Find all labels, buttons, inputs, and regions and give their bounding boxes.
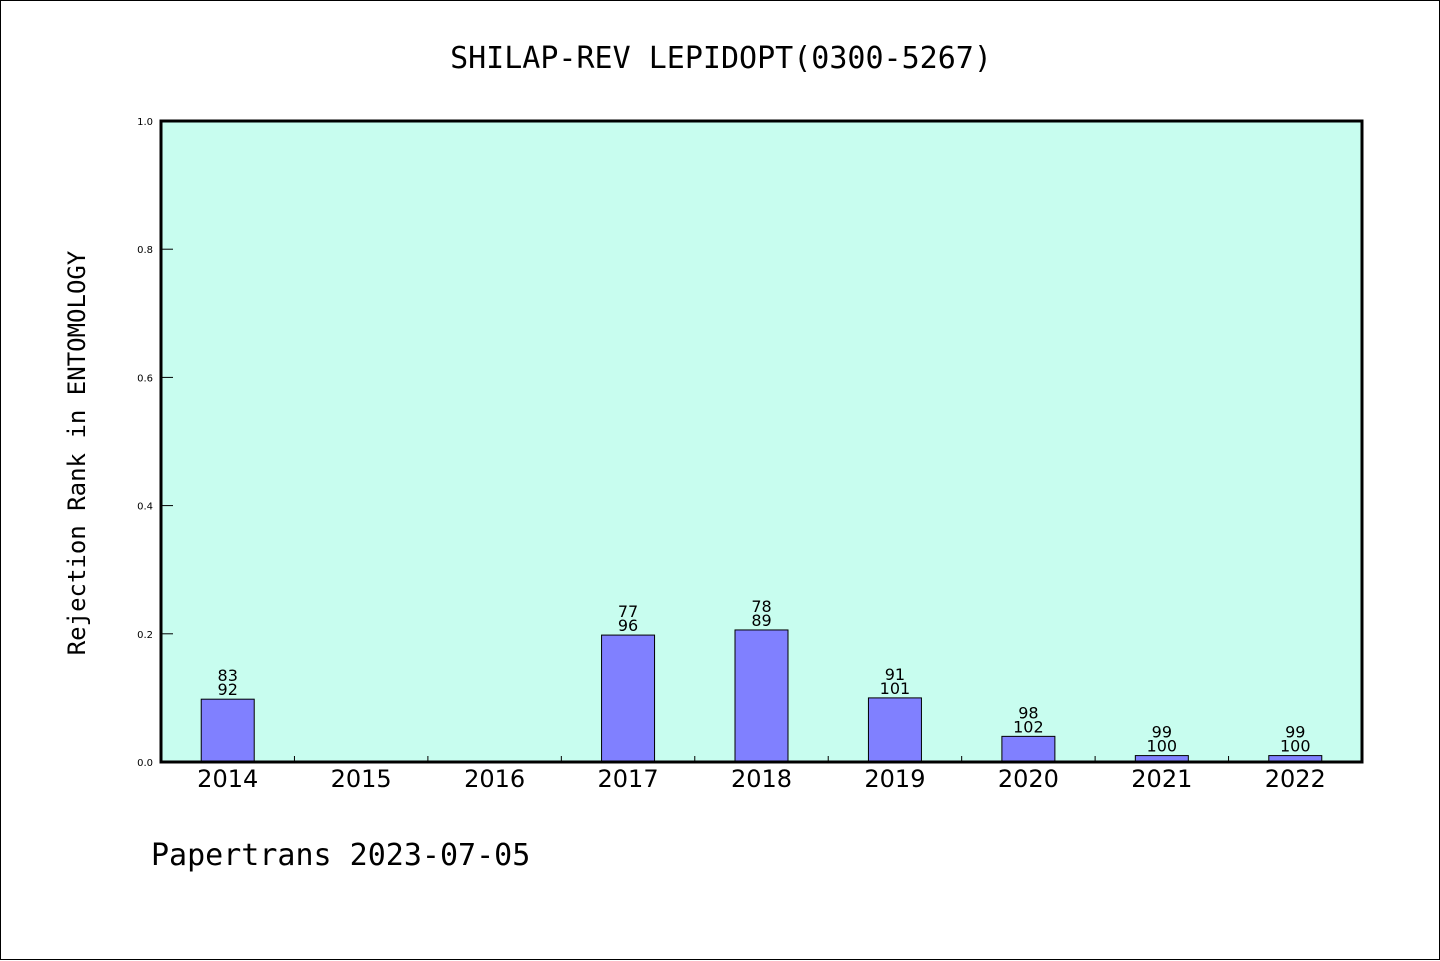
bar-2014 bbox=[200, 698, 255, 763]
bar-label-top: 98 bbox=[1018, 703, 1038, 722]
bar-label-top: 77 bbox=[618, 602, 638, 621]
y-tick-label: 0.2 bbox=[137, 630, 153, 641]
bar-2020 bbox=[1001, 735, 1056, 763]
y-tick-label: 0.8 bbox=[137, 245, 153, 256]
bar-label-bottom: 101 bbox=[880, 679, 911, 698]
y-tick-label: 0.4 bbox=[137, 502, 153, 513]
bar-label-top: 91 bbox=[885, 665, 905, 684]
bar-label-top: 99 bbox=[1285, 723, 1305, 742]
bar-label-bottom: 100 bbox=[1147, 737, 1178, 756]
y-tick-label: 1.0 bbox=[137, 117, 153, 128]
bar-2017 bbox=[601, 634, 656, 763]
bar-label-bottom: 96 bbox=[618, 616, 638, 635]
y-axis-label: Rejection Rank in ENTOMOLOGY bbox=[63, 250, 91, 655]
bar-label-bottom: 100 bbox=[1280, 737, 1311, 756]
bar-2019 bbox=[867, 697, 922, 763]
chart-title: SHILAP-REV LEPIDOPT(0300-5267) bbox=[450, 41, 992, 76]
x-axis-ticks: 2014 2015 2016 2017 2018 2019 2020 2021 2022 bbox=[197, 756, 1326, 793]
x-tick-label: 2019 bbox=[864, 765, 925, 793]
x-tick-label: 2022 bbox=[1265, 765, 1326, 793]
bar-label-bottom: 89 bbox=[751, 611, 771, 630]
bar-label-bottom: 102 bbox=[1013, 717, 1044, 736]
bar-label-bottom: 92 bbox=[218, 680, 238, 699]
x-tick-label: 2021 bbox=[1131, 765, 1192, 793]
bar-label-top: 78 bbox=[751, 597, 771, 616]
x-tick-label: 2017 bbox=[598, 765, 659, 793]
bar-label-top: 99 bbox=[1152, 723, 1172, 742]
x-tick-label: 2015 bbox=[331, 765, 392, 793]
y-tick-label: 0.6 bbox=[137, 373, 153, 384]
bar-2018 bbox=[734, 629, 789, 763]
y-tick-label: 0.0 bbox=[137, 758, 153, 769]
x-tick-label: 2018 bbox=[731, 765, 792, 793]
plot-border bbox=[159, 119, 1364, 764]
footer-text: Papertrans 2023-07-05 bbox=[151, 838, 530, 873]
x-tick-label: 2014 bbox=[197, 765, 258, 793]
bar-label-top: 83 bbox=[218, 666, 238, 685]
x-tick-label: 2016 bbox=[464, 765, 525, 793]
x-tick-label: 2020 bbox=[998, 765, 1059, 793]
